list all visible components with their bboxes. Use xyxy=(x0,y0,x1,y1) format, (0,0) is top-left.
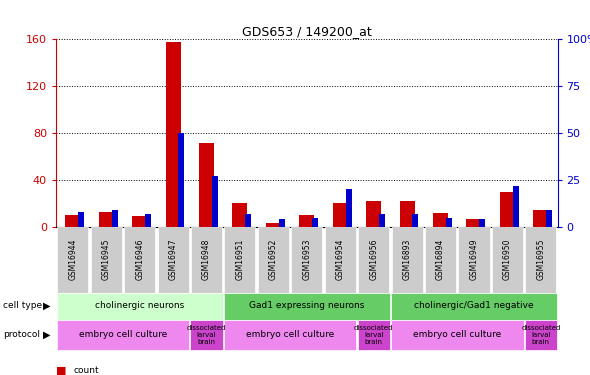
Bar xyxy=(412,214,418,227)
Text: protocol: protocol xyxy=(3,330,40,339)
Bar xyxy=(112,210,117,227)
Bar xyxy=(99,211,114,227)
Bar xyxy=(132,216,147,227)
Bar xyxy=(333,203,348,227)
Bar xyxy=(266,224,281,227)
Text: dissociated
larval
brain: dissociated larval brain xyxy=(521,325,560,345)
Text: GSM16893: GSM16893 xyxy=(402,239,412,280)
Bar xyxy=(399,201,415,227)
Bar xyxy=(145,214,151,227)
Bar xyxy=(166,42,181,227)
Bar xyxy=(366,201,381,227)
Title: GDS653 / 149200_at: GDS653 / 149200_at xyxy=(242,25,372,38)
Bar xyxy=(446,217,452,227)
Bar xyxy=(212,176,218,227)
Text: ▶: ▶ xyxy=(43,330,51,340)
Text: GSM16951: GSM16951 xyxy=(235,239,244,280)
Text: GSM16954: GSM16954 xyxy=(336,239,345,280)
Bar xyxy=(433,213,448,227)
Bar xyxy=(232,203,247,227)
Bar xyxy=(379,214,385,227)
Bar xyxy=(299,215,314,227)
Bar xyxy=(513,186,519,227)
Text: GSM16948: GSM16948 xyxy=(202,239,211,280)
Bar xyxy=(533,210,548,227)
Text: GSM16956: GSM16956 xyxy=(369,239,378,280)
Text: cholinergic/Gad1 negative: cholinergic/Gad1 negative xyxy=(414,302,534,310)
Bar xyxy=(479,219,486,227)
Bar xyxy=(65,215,80,227)
Text: embryo cell culture: embryo cell culture xyxy=(246,330,334,339)
Text: GSM16894: GSM16894 xyxy=(436,239,445,280)
Text: GSM16949: GSM16949 xyxy=(470,239,478,280)
Text: GSM16952: GSM16952 xyxy=(269,239,278,280)
Bar xyxy=(245,214,251,227)
Text: embryo cell culture: embryo cell culture xyxy=(413,330,502,339)
Text: cell type: cell type xyxy=(3,302,42,310)
Bar xyxy=(78,212,84,227)
Bar xyxy=(346,189,352,227)
Bar xyxy=(500,192,515,227)
Text: Gad1 expressing neurons: Gad1 expressing neurons xyxy=(249,302,365,310)
Bar xyxy=(278,219,285,227)
Text: count: count xyxy=(74,366,99,375)
Text: GSM16950: GSM16950 xyxy=(503,239,512,280)
Text: dissociated
larval
brain: dissociated larval brain xyxy=(187,325,226,345)
Text: GSM16955: GSM16955 xyxy=(536,239,545,280)
Text: GSM16946: GSM16946 xyxy=(135,239,144,280)
Bar xyxy=(467,219,481,227)
Text: embryo cell culture: embryo cell culture xyxy=(79,330,167,339)
Text: ▶: ▶ xyxy=(43,301,51,311)
Bar xyxy=(178,133,185,227)
Bar xyxy=(312,217,318,227)
Bar xyxy=(546,210,552,227)
Bar xyxy=(199,142,214,227)
Text: GSM16944: GSM16944 xyxy=(68,239,77,280)
Text: GSM16953: GSM16953 xyxy=(302,239,312,280)
Text: ■: ■ xyxy=(56,366,67,375)
Text: GSM16947: GSM16947 xyxy=(169,239,178,280)
Text: dissociated
larval
brain: dissociated larval brain xyxy=(354,325,394,345)
Text: cholinergic neurons: cholinergic neurons xyxy=(95,302,184,310)
Text: GSM16945: GSM16945 xyxy=(101,239,111,280)
